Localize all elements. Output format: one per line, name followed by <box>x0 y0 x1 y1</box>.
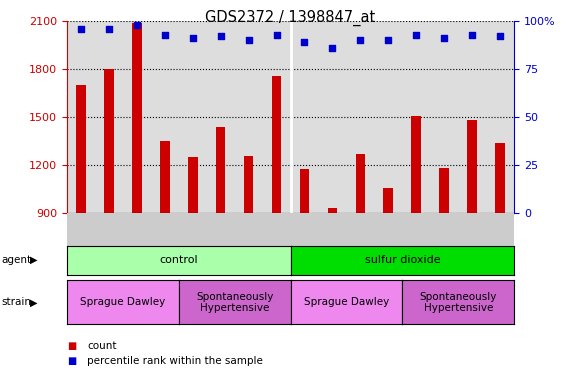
Bar <box>356 154 365 213</box>
Point <box>132 22 141 28</box>
Text: Sprague Dawley: Sprague Dawley <box>304 297 389 308</box>
Point <box>104 26 113 32</box>
Point <box>468 31 477 38</box>
Bar <box>188 157 198 213</box>
Text: sulfur dioxide: sulfur dioxide <box>364 255 440 265</box>
Text: GDS2372 / 1398847_at: GDS2372 / 1398847_at <box>205 10 376 26</box>
Point <box>412 31 421 38</box>
Text: Sprague Dawley: Sprague Dawley <box>80 297 166 308</box>
Point <box>76 26 85 32</box>
Text: ▶: ▶ <box>30 255 38 265</box>
Text: strain: strain <box>1 297 31 308</box>
Bar <box>76 85 85 213</box>
Bar <box>411 116 421 213</box>
Text: ■: ■ <box>67 356 76 366</box>
Point <box>188 35 198 41</box>
Text: control: control <box>159 255 198 265</box>
Bar <box>216 127 225 213</box>
Point <box>160 31 169 38</box>
Point <box>496 33 505 40</box>
Text: Spontaneously
Hypertensive: Spontaneously Hypertensive <box>419 291 497 313</box>
Bar <box>132 23 142 213</box>
Point <box>244 37 253 43</box>
Bar <box>439 167 449 213</box>
Text: agent: agent <box>1 255 31 265</box>
Point <box>216 33 225 40</box>
Bar <box>104 69 114 213</box>
Text: Spontaneously
Hypertensive: Spontaneously Hypertensive <box>196 291 273 313</box>
Bar <box>496 143 505 213</box>
Bar <box>467 120 477 213</box>
Text: percentile rank within the sample: percentile rank within the sample <box>87 356 263 366</box>
Text: count: count <box>87 341 117 351</box>
Bar <box>243 156 253 213</box>
Point <box>328 45 337 51</box>
Point <box>272 31 281 38</box>
Bar <box>272 76 281 213</box>
Bar <box>300 169 309 213</box>
Point <box>356 37 365 43</box>
Bar <box>328 208 338 213</box>
Point <box>300 39 309 45</box>
Bar <box>160 141 170 213</box>
Text: ■: ■ <box>67 341 76 351</box>
Point <box>440 35 449 41</box>
Bar <box>383 187 393 213</box>
Text: ▶: ▶ <box>30 297 38 308</box>
Point <box>383 37 393 43</box>
